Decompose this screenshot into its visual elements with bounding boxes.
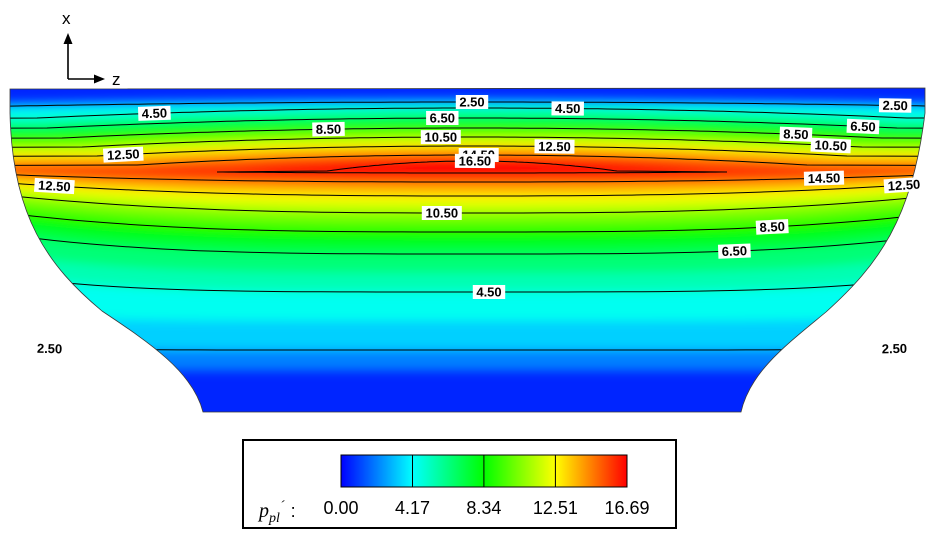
contour-label-text: 10.50 — [814, 137, 847, 154]
contour-label-text: 4.50 — [476, 285, 501, 300]
contour-label-bg — [883, 176, 925, 194]
contour-label-bg — [878, 98, 912, 113]
contour-label-text: 14.50 — [808, 170, 841, 186]
contour-label-text: 2.50 — [459, 95, 484, 110]
colorbar-tick-label: 4.17 — [395, 498, 430, 518]
contour-label-bg — [878, 341, 911, 356]
colorbar-values: 0.00 4.17 8.34 12.51 16.69 — [323, 498, 649, 518]
colorbar-ticks — [412, 455, 556, 487]
contour-label-text: 6.50 — [850, 118, 876, 134]
contour-line — [10, 107, 925, 293]
colorbar-tick-label: 0.00 — [323, 498, 358, 518]
contour-label-text: 12.50 — [38, 178, 71, 195]
contour-label-bg — [34, 177, 75, 195]
contour-label: 8.50 — [312, 121, 345, 137]
contour-label-bg — [755, 219, 789, 235]
contour-label-bg — [472, 285, 506, 299]
contour-label: 14.50 — [803, 170, 845, 186]
contour-label: 8.50 — [755, 219, 789, 235]
contour-label: 6.50 — [426, 110, 459, 126]
contour-label-text: 16.50 — [459, 153, 492, 168]
contour-label: 2.50 — [455, 95, 489, 110]
contour-label-bg — [454, 153, 495, 169]
contour-label: 12.50 — [34, 177, 75, 195]
contour-label-bg — [846, 118, 880, 135]
contour-label: 4.50 — [137, 105, 171, 121]
contour-label: 12.50 — [883, 176, 925, 194]
contour-label: 2.50 — [878, 98, 912, 113]
contour-label-text: 12.50 — [107, 146, 140, 163]
contour-label-text: 6.50 — [721, 243, 747, 259]
contour-label: 6.50 — [717, 243, 751, 259]
contour-label-text: 8.50 — [783, 126, 809, 142]
variable-symbol: ppl´: — [257, 499, 296, 526]
contour-label-text: 12.50 — [887, 177, 920, 194]
contour-label-bg — [137, 105, 171, 121]
contour-label: 4.50 — [472, 285, 506, 300]
contour-label-bg — [803, 170, 845, 186]
contour-label-bg — [421, 205, 462, 221]
contour-line — [10, 101, 925, 351]
contour-line — [10, 154, 925, 183]
contour-domain: 2.502.502.502.504.504.504.504.504.506.50… — [9, 87, 926, 413]
contour-line — [10, 136, 925, 214]
contour-label-text: 2.50 — [882, 341, 908, 357]
contour-label: 10.50 — [420, 130, 461, 145]
contour-label: 10.50 — [421, 205, 462, 221]
contour-label-text: 10.50 — [426, 205, 459, 220]
contour-label-bg — [551, 101, 584, 116]
contour-label-text: 4.50 — [142, 105, 168, 121]
contour-label-bg — [312, 121, 345, 137]
z-axis-label: z — [112, 70, 121, 89]
contour-label: 12.50 — [534, 139, 575, 154]
contour-label-bg — [810, 137, 852, 154]
contour-label: 2.50 — [33, 341, 66, 357]
contour-label: 4.50 — [551, 101, 584, 116]
colorbar-tick-label: 12.51 — [533, 498, 578, 518]
contour-label: 16.50 — [454, 153, 495, 169]
contour-label: 2.50 — [878, 341, 911, 357]
axis-indicator: x z — [62, 9, 121, 89]
contour-label-bg — [420, 130, 461, 145]
contour-label-bg — [102, 146, 144, 163]
contour-label: 6.50 — [846, 118, 880, 135]
x-arrowhead-icon — [63, 33, 73, 44]
contour-label-text: 8.50 — [759, 219, 785, 235]
contour-label-bg — [33, 341, 66, 356]
colorbar-tick-label: 8.34 — [466, 498, 501, 518]
contour-label-text: 8.50 — [316, 121, 342, 136]
contour-label-text: 4.50 — [555, 101, 580, 116]
contour-label-text: 10.50 — [425, 130, 458, 145]
z-arrowhead-icon — [94, 74, 105, 84]
legend: ppl´: 0.00 4.17 8.34 12.51 16.69 — [242, 439, 677, 529]
contour-label-text: 2.50 — [37, 341, 63, 357]
contour-line — [10, 117, 925, 255]
contour-label-text: 2.50 — [882, 98, 908, 113]
contour-label-bg — [534, 139, 575, 154]
contour-label-text: 6.50 — [430, 110, 455, 125]
contour-label-bg — [779, 126, 813, 142]
contour-label: 10.50 — [810, 137, 852, 154]
contour-line — [10, 145, 925, 197]
contour-label-text: 12.50 — [538, 139, 571, 154]
x-axis-label: x — [62, 9, 71, 28]
contour-labels: 2.502.502.502.504.504.504.504.504.506.50… — [33, 95, 925, 357]
contour-label: 8.50 — [779, 126, 813, 142]
contour-line — [216, 160, 728, 174]
contour-label-bg — [717, 243, 751, 259]
colorbar-tick-label: 16.69 — [604, 498, 649, 518]
contour-label: 12.50 — [102, 146, 144, 163]
contour-label-bg — [455, 95, 489, 109]
contour-label-bg — [426, 110, 459, 126]
